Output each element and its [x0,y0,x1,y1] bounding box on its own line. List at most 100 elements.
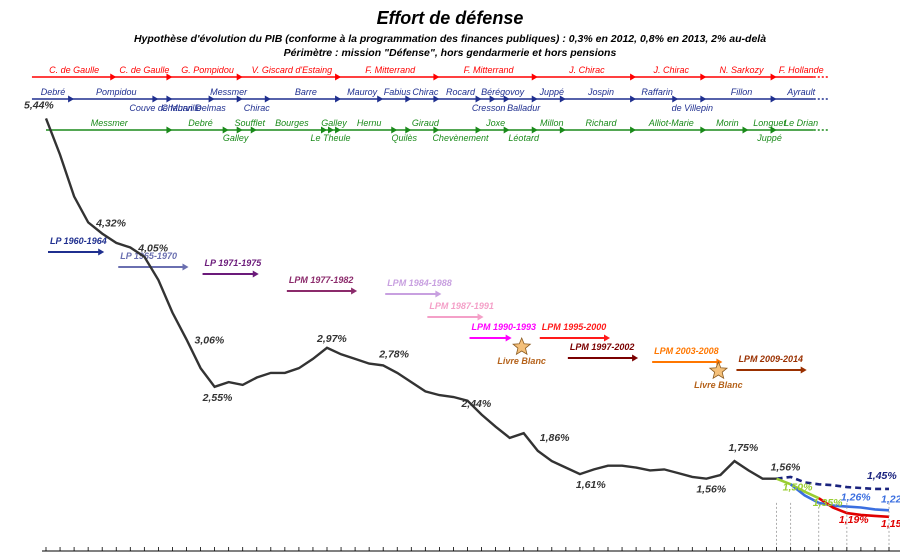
premier-ministre-arrowhead [559,95,566,103]
president-label: F. Mitterrand [464,65,515,75]
programme-arrowhead [252,270,259,278]
ministre-defense-arrowhead [503,126,510,134]
premier-ministre-arrowhead [531,95,538,103]
programme-label: LP 1965-1970 [120,251,177,261]
premier-ministre-label: Cresson [472,103,506,113]
ministre-defense-label: Longuet [753,118,786,128]
programme-arrowhead [98,248,105,256]
data-label: 1,22% [881,493,900,505]
president-arrowhead [166,73,173,81]
ministre-defense-label: Debré [188,118,213,128]
president-arrowhead [770,73,777,81]
president-label: J. Chirac [652,65,689,75]
ministre-defense-label: Hernu [357,118,382,128]
programme-label: LPM 1977-1982 [289,275,354,285]
ministre-defense-arrowhead [335,126,342,134]
data-label: 1,45% [867,470,897,482]
data-label: 1,19% [839,514,869,526]
data-label: 2,55% [202,392,233,404]
ministre-defense-label: Quilès [392,133,418,143]
ministre-defense-label: Chevènement [432,133,489,143]
premier-ministre-label: Bérégovoy [481,87,525,97]
ministre-defense-arrowhead [475,126,482,134]
data-label: 1,26% [841,492,871,504]
premier-ministre-label: Mauroy [347,87,378,97]
data-label: 4,05% [137,243,168,255]
ministre-defense-label: Joxe [485,118,505,128]
ministre-defense-label: Soufflet [234,118,265,128]
premier-ministre-label: Fabius [384,87,412,97]
premier-ministre-arrowhead [377,95,384,103]
data-label: 1,35% [813,497,843,509]
premier-ministre-arrowhead [405,95,412,103]
ministre-defense-label: Richard [585,118,617,128]
data-labels: 5,44% 4,32% 4,05% 3,06% 2,55% 2,97% 2,78% 2,44%… [24,99,900,529]
ministre-defense-arrowhead [236,126,243,134]
ministre-defense-arrowhead [742,126,749,134]
programme-arrowhead [632,354,639,362]
ministre-defense-label: Giraud [412,118,440,128]
programme-label: LPM 2009-2014 [738,354,803,364]
premier-ministre-label: Chaban Delmas [161,103,226,113]
chart-subtitle-perimeter: Périmètre : mission "Défense", hors gend… [283,47,617,59]
ministre-defense-label: Messmer [91,118,129,128]
programme-arrowhead [505,334,512,342]
premier-ministre-label: Barre [295,87,317,97]
programme-label: LP 1960-1964 [50,236,107,246]
data-label: 5,44% [24,99,54,111]
premier-ministre-label: Balladur [507,103,541,113]
premier-ministre-arrowhead [770,95,777,103]
ministre-defense-arrowhead [630,126,637,134]
premier-ministre-arrowhead [433,95,440,103]
data-label: 2,97% [316,333,347,345]
ministre-defense-arrowhead [222,126,229,134]
ministre-defense-arrowhead [250,126,257,134]
ministre-defense-arrowhead [770,126,777,134]
premier-ministre-arrowhead [68,95,75,103]
ministre-defense-label: Morin [716,118,739,128]
president-label: C. de Gaulle [49,65,99,75]
programme-label: LPM 1995-2000 [542,322,607,332]
premier-ministre-arrowhead [208,95,215,103]
ministre-defense-label: Galley [321,118,347,128]
premier-ministre-arrowhead [503,95,510,103]
programme-arrowhead [182,263,189,271]
president-arrowhead [630,73,637,81]
programme-arrowhead [351,287,358,295]
premier-ministre-label: Chirac [412,87,439,97]
programme-label: LPM 2003-2008 [654,346,719,356]
president-arrowhead [110,73,117,81]
ministre-defense-label: Le Drian [784,118,818,128]
ministre-defense-label: Bourges [275,118,309,128]
premier-ministre-arrowhead [166,95,173,103]
president-arrowhead [531,73,538,81]
chart-title: Effort de défense [376,8,524,28]
ministre-defense-label: Millon [540,118,564,128]
ministre-defense-label: Le Theule [310,133,350,143]
data-label: 1,86% [540,432,570,444]
programme-arrowhead [604,334,610,342]
premier-ministre-label: Messmer [210,87,248,97]
president-arrowhead [335,73,342,81]
programme-label: LP 1971-1975 [205,258,263,268]
livre-blanc-label: Livre Blanc [694,380,743,390]
timeline-bands: C. de Gaulle C. de Gaulle G. Pompidou V. Gi… [31,65,830,143]
premier-ministre-arrowhead [264,95,271,103]
series-line [776,477,820,500]
series-line [818,497,890,519]
ministre-defense-arrowhead [391,126,398,134]
premier-ministre-label: Fillon [731,87,753,97]
premier-ministre-arrowhead [475,95,482,103]
ministre-defense-label: Léotard [508,133,540,143]
data-label: 1,56% [696,484,726,496]
premier-ministre-label: Chirac [244,103,271,113]
premier-ministre-arrowhead [489,95,496,103]
series-line [44,117,777,480]
ministre-defense-arrowhead [166,126,173,134]
president-label: J. Chirac [568,65,605,75]
data-label: 2,44% [460,398,491,410]
ministre-defense-arrowhead [405,126,412,134]
premier-ministre-label: Rocard [446,87,476,97]
president-arrowhead [236,73,243,81]
